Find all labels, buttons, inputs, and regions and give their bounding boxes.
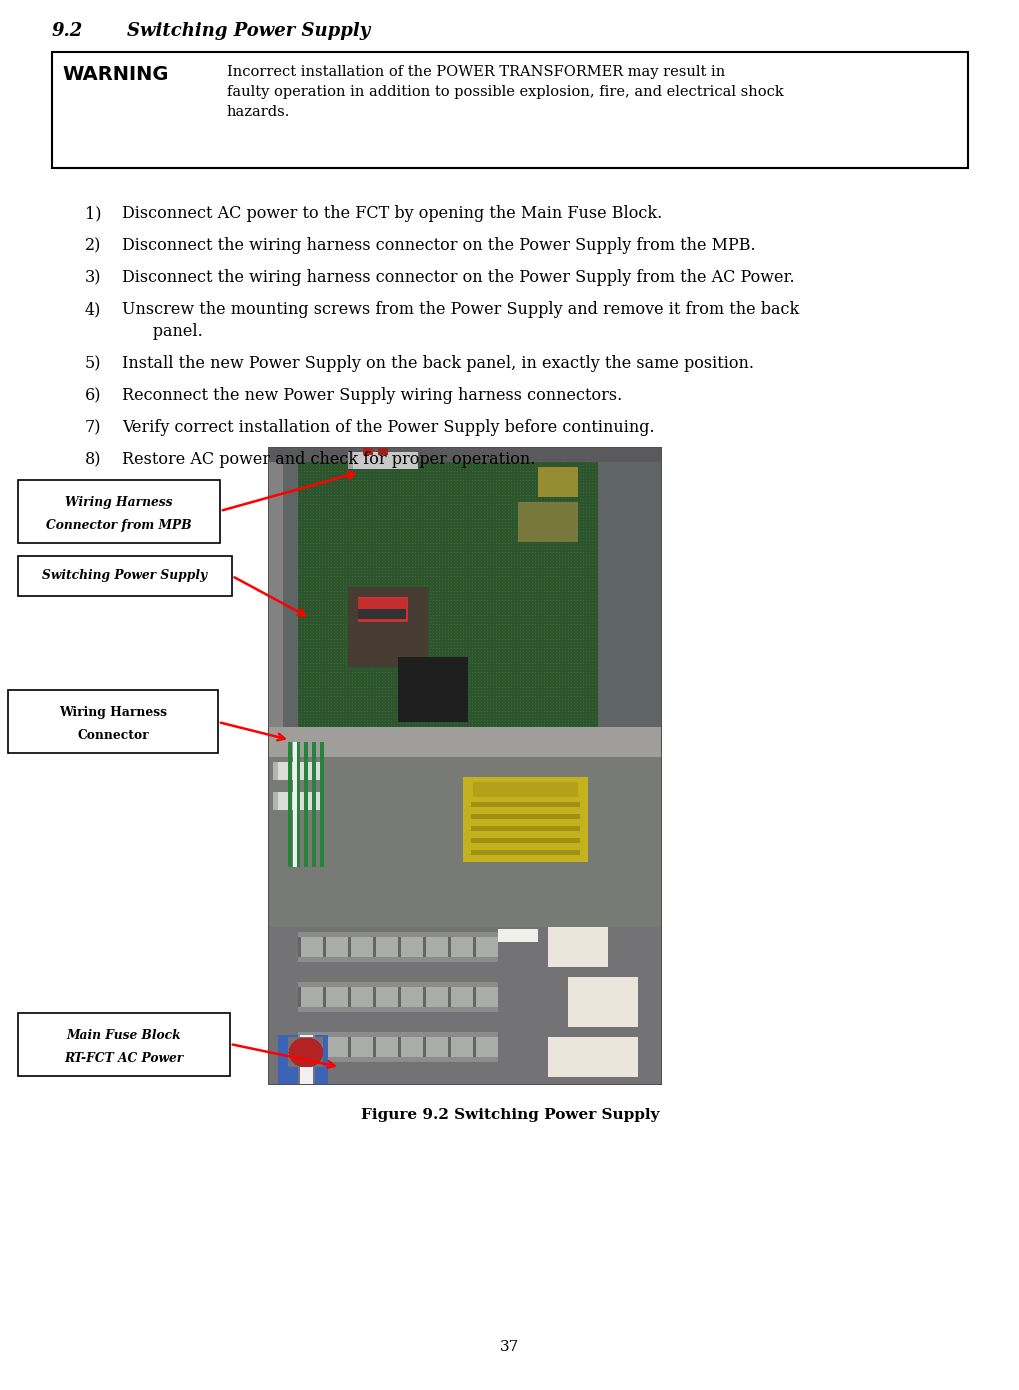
Text: 5): 5) <box>85 354 102 373</box>
Text: Figure 9.2 Switching Power Supply: Figure 9.2 Switching Power Supply <box>361 1108 658 1122</box>
Text: Disconnect AC power to the FCT by opening the Main Fuse Block.: Disconnect AC power to the FCT by openin… <box>122 204 661 222</box>
Text: 7): 7) <box>85 418 102 436</box>
Text: Install the new Power Supply on the back panel, in exactly the same position.: Install the new Power Supply on the back… <box>122 354 753 373</box>
Bar <box>18 1013 229 1076</box>
Text: Incorrect installation of the POWER TRANSFORMER may result in
faulty operation i: Incorrect installation of the POWER TRAN… <box>227 65 783 120</box>
Text: Unscrew the mounting screws from the Power Supply and remove it from the back
  : Unscrew the mounting screws from the Pow… <box>122 302 799 341</box>
Bar <box>18 556 231 596</box>
Bar <box>52 51 967 168</box>
Bar <box>18 480 220 543</box>
Text: 1): 1) <box>85 204 102 222</box>
Text: 6): 6) <box>85 386 102 404</box>
Text: Connector: Connector <box>77 728 149 742</box>
Text: Restore AC power and check for proper operation.: Restore AC power and check for proper op… <box>122 450 535 468</box>
Text: Wiring Harness: Wiring Harness <box>59 706 167 719</box>
Text: 4): 4) <box>85 302 101 318</box>
Text: 37: 37 <box>500 1340 519 1354</box>
Text: RT-FCT AC Power: RT-FCT AC Power <box>64 1052 183 1065</box>
Text: Connector from MPB: Connector from MPB <box>46 518 192 532</box>
Text: Disconnect the wiring harness connector on the Power Supply from the AC Power.: Disconnect the wiring harness connector … <box>122 270 794 286</box>
Text: Wiring Harness: Wiring Harness <box>65 496 172 509</box>
Bar <box>8 689 218 753</box>
Text: WARNING: WARNING <box>62 65 168 83</box>
Text: Reconnect the new Power Supply wiring harness connectors.: Reconnect the new Power Supply wiring ha… <box>122 386 622 404</box>
Text: Main Fuse Block: Main Fuse Block <box>66 1029 181 1041</box>
Text: Switching Power Supply: Switching Power Supply <box>127 22 370 40</box>
Text: Verify correct installation of the Power Supply before continuing.: Verify correct installation of the Power… <box>122 418 654 436</box>
Text: 9.2: 9.2 <box>52 22 84 40</box>
Text: Switching Power Supply: Switching Power Supply <box>43 570 207 582</box>
Text: Disconnect the wiring harness connector on the Power Supply from the MPB.: Disconnect the wiring harness connector … <box>122 238 755 254</box>
Text: 8): 8) <box>85 450 102 468</box>
Text: 2): 2) <box>85 238 101 254</box>
Text: 3): 3) <box>85 270 102 286</box>
